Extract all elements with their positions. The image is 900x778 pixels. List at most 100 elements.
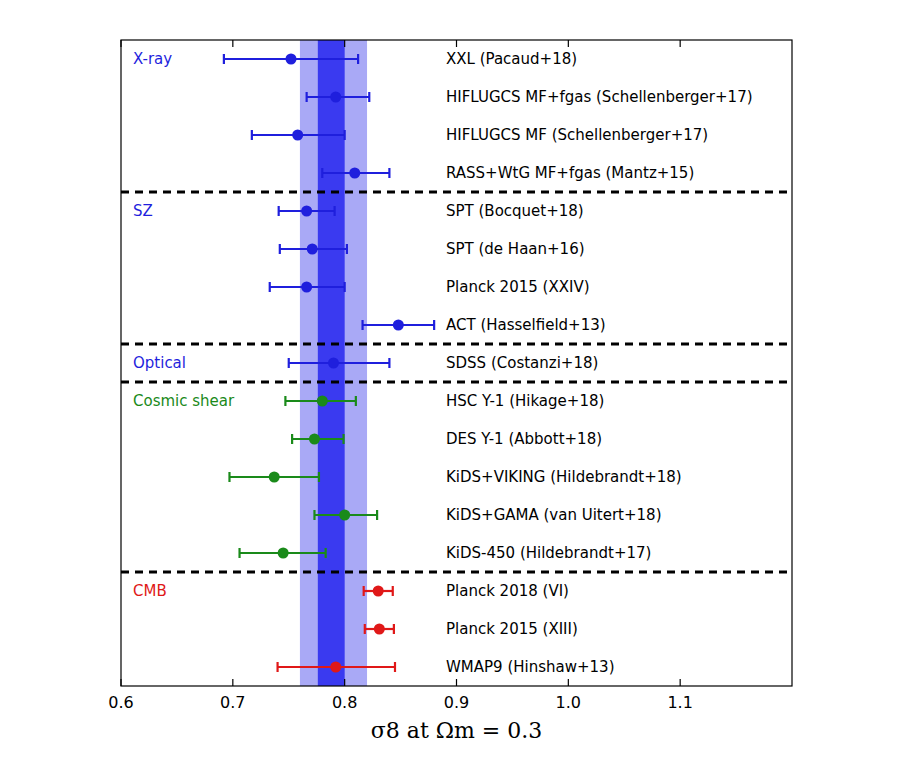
error-cap [318,472,320,482]
point [393,320,404,331]
tick [456,40,457,47]
tick-label: 1.1 [667,693,692,712]
tick-label: 1.0 [556,693,581,712]
error-cap [344,282,346,292]
error-cap [238,548,240,558]
error-bar [224,54,358,64]
point [374,624,385,635]
error-cap [321,168,323,178]
row-label: HIFLUGCS MF (Schellenberger+17) [446,126,708,144]
point [292,130,303,141]
error-cap [368,92,370,102]
tick [344,40,345,47]
error-cap [394,662,396,672]
row-label: HIFLUGCS MF+fgas (Schellenberger+17) [446,88,753,106]
error-bar [280,244,347,254]
tick-label: 0.7 [220,693,245,712]
error-bar [364,586,393,596]
tick [232,40,233,47]
error-cap [269,282,271,292]
labels: X-rayXXL (Pacaud+18)HIFLUGCS MF+fgas (Sc… [133,50,753,676]
error-bar [289,358,390,368]
error-bar [252,130,345,140]
point [373,586,384,597]
tick [344,679,345,686]
error-bar [363,320,435,330]
error-cap [284,396,286,406]
error-cap [223,54,225,64]
error-bar [285,396,355,406]
error-cap [355,396,357,406]
error-cap [346,244,348,254]
tick [680,679,681,686]
tick [120,40,121,47]
point [301,206,312,217]
group-divider [121,381,792,384]
error-cap [291,434,293,444]
error-cap [313,510,315,520]
error-cap [325,548,327,558]
row-label: KiDS+GAMA (van Uitert+18) [446,506,662,524]
row-label: SPT (de Haan+16) [446,240,585,258]
error-cap [388,358,390,368]
point [269,472,280,483]
error-cap [393,624,395,634]
error-cap [251,130,253,140]
row-label: HSC Y-1 (Hikage+18) [446,392,604,410]
group-divider [121,343,792,346]
error-line [289,362,390,364]
point [309,434,320,445]
error-cap [344,130,346,140]
point [317,396,328,407]
error-cap [276,662,278,672]
tick-label: 0.9 [444,693,469,712]
error-bar [307,92,370,102]
tick-label: 0.6 [108,693,133,712]
error-cap [334,206,336,216]
row-label: SDSS (Costanzi+18) [446,354,598,372]
error-cap [306,92,308,102]
tick-label: 0.8 [332,693,357,712]
error-bar [240,548,326,558]
tick [456,679,457,686]
error-bar [314,510,377,520]
point [301,282,312,293]
error-cap [278,206,280,216]
error-cap [288,358,290,368]
error-cap [388,168,390,178]
group-label: X-ray [133,50,172,68]
plot-area [224,40,434,686]
error-cap [342,434,344,444]
tick [568,40,569,47]
row-label: ACT (Hasselfield+13) [446,316,606,334]
x-axis-label: σ8 at Ωm = 0.3 [371,718,542,743]
point [307,244,318,255]
point [349,168,360,179]
group-divider [121,191,792,194]
error-cap [392,586,394,596]
tick [120,679,121,686]
row-label: KiDS+VIKING (Hildebrandt+18) [446,468,682,486]
point [330,92,341,103]
tick [232,679,233,686]
error-cap [361,320,363,330]
row-label: Planck 2015 (XXIV) [446,278,590,296]
row-label: KiDS-450 (Hildebrandt+17) [446,544,651,562]
point [285,54,296,65]
point [328,358,339,369]
error-bar [229,472,318,482]
error-cap [357,54,359,64]
error-cap [433,320,435,330]
error-bar [278,662,395,672]
row-label: Planck 2015 (XIII) [446,620,578,638]
error-cap [363,586,365,596]
error-bar [322,168,389,178]
row-label: WMAP9 (Hinshaw+13) [446,658,615,676]
point [278,548,289,559]
error-cap [228,472,230,482]
error-cap [364,624,366,634]
group-label: SZ [133,202,153,220]
error-bar [365,624,394,634]
error-bar [270,282,345,292]
row-label: DES Y-1 (Abbott+18) [446,430,602,448]
